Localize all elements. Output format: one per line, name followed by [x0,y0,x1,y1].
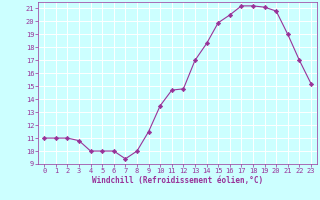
X-axis label: Windchill (Refroidissement éolien,°C): Windchill (Refroidissement éolien,°C) [92,176,263,185]
